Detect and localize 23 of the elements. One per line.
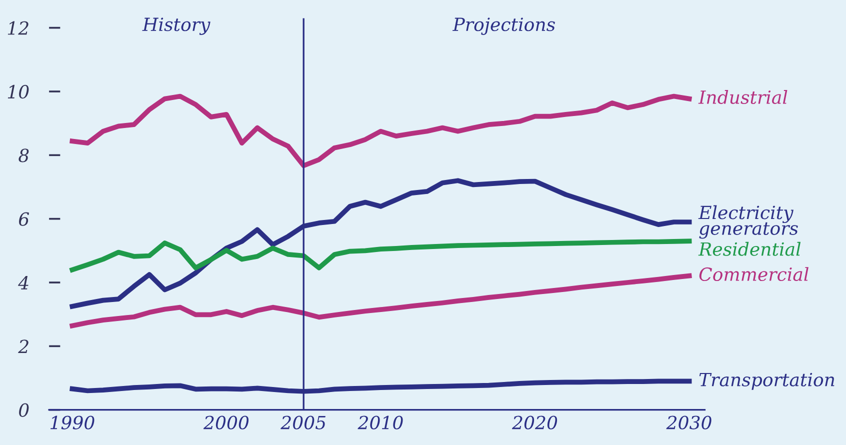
series-label: Residential [698,242,801,256]
y-tick-label: 4 [18,276,28,290]
series-label: Industrial [698,90,788,104]
series-label: Electricity generators [698,205,798,239]
x-tick-label: 2010 [358,416,403,430]
annotation: History [142,18,210,35]
y-tick-label: 6 [19,212,30,226]
y-tick-label: 2 [18,340,28,354]
line-series [70,94,692,168]
series-label: Commercial [699,267,808,282]
x-tick-label: 2030 [666,416,712,430]
x-tick-label: 2005 [280,416,326,430]
x-tick-label: 2020 [512,416,558,430]
y-tick-label: 12 [8,21,28,35]
y-tick-label: 10 [8,84,29,99]
series-label: Transportation [699,372,834,390]
line-series [70,238,692,272]
y-tick-label: 8 [18,148,29,162]
x-tick-label: 2000 [203,416,249,430]
x-tick-label: 1990 [50,416,94,430]
line-series [70,273,692,328]
annotation: Projections [452,18,555,35]
y-tick-label: 0 [19,403,29,417]
